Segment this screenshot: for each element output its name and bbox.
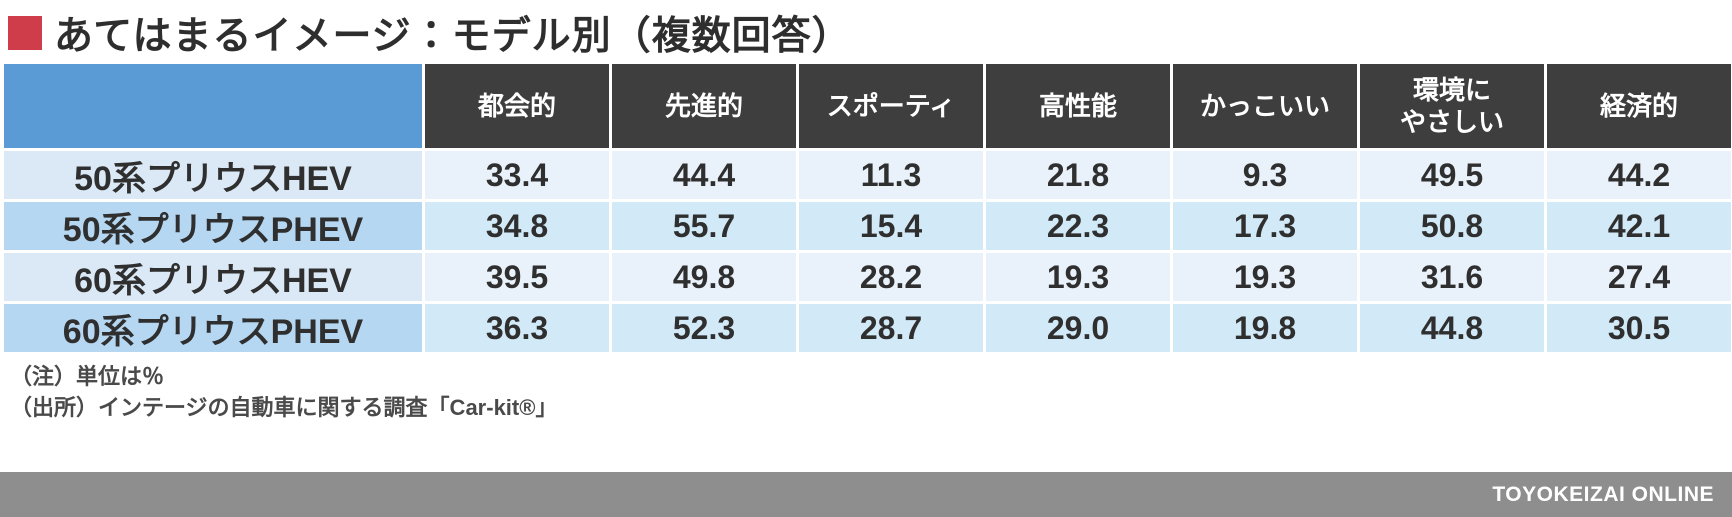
column-header-advanced: 先進的 <box>612 64 796 148</box>
brand-logo: TOYOKEIZAI ONLINE <box>1492 482 1714 506</box>
unit-note: （注）単位は％ <box>10 364 165 389</box>
title-bar: あてはまるイメージ：モデル別（複数回答） <box>0 0 1732 62</box>
table-cell: 33.4 <box>425 151 609 199</box>
table-cell: 36.3 <box>425 304 609 352</box>
row-label-50-hev: 50系プリウスHEV <box>4 151 422 199</box>
footer-bar: TOYOKEIZAI ONLINE <box>0 472 1732 517</box>
column-header-performance: 高性能 <box>986 64 1170 148</box>
table-cell: 22.3 <box>986 202 1170 250</box>
table-cell: 28.2 <box>799 253 983 301</box>
column-header-cool: かっこいい <box>1173 64 1357 148</box>
table-cell: 21.8 <box>986 151 1170 199</box>
table-cell: 17.3 <box>1173 202 1357 250</box>
table-cell: 30.5 <box>1547 304 1731 352</box>
table-cell: 44.8 <box>1360 304 1544 352</box>
table-cell: 42.1 <box>1547 202 1731 250</box>
column-header-economical: 経済的 <box>1547 64 1731 148</box>
table-cell: 29.0 <box>986 304 1170 352</box>
table-cell: 27.4 <box>1547 253 1731 301</box>
row-label-60-hev: 60系プリウスHEV <box>4 253 422 301</box>
table-cell: 49.8 <box>612 253 796 301</box>
table-cell: 9.3 <box>1173 151 1357 199</box>
table-cell: 19.3 <box>1173 253 1357 301</box>
table-corner-cell <box>4 64 422 148</box>
table-cell: 31.6 <box>1360 253 1544 301</box>
table-cell: 15.4 <box>799 202 983 250</box>
table-cell: 52.3 <box>612 304 796 352</box>
notes-block: （注）単位は％ （出所）インテージの自動車に関する調査「Car-kit®」 <box>0 352 1732 424</box>
table-cell: 34.8 <box>425 202 609 250</box>
page-title: あてはまるイメージ：モデル別（複数回答） <box>54 15 852 58</box>
table-cell: 11.3 <box>799 151 983 199</box>
image-table: 都会的 先進的 スポーティ 高性能 かっこいい 環境に やさしい 経済的 50系… <box>4 64 1731 352</box>
table-cell: 44.4 <box>612 151 796 199</box>
table-cell: 19.8 <box>1173 304 1357 352</box>
table-cell: 50.8 <box>1360 202 1544 250</box>
column-header-eco-friendly: 環境に やさしい <box>1360 64 1544 148</box>
row-label-50-phev: 50系プリウスPHEV <box>4 202 422 250</box>
source-note: （出所）インテージの自動車に関する調査「Car-kit®」 <box>10 394 558 420</box>
table-cell: 19.3 <box>986 253 1170 301</box>
table-cell: 39.5 <box>425 253 609 301</box>
row-label-60-phev: 60系プリウスPHEV <box>4 304 422 352</box>
table-cell: 28.7 <box>799 304 983 352</box>
red-square-bullet-icon <box>8 16 42 50</box>
column-header-urban: 都会的 <box>425 64 609 148</box>
table-cell: 44.2 <box>1547 151 1731 199</box>
table-cell: 55.7 <box>612 202 796 250</box>
column-header-sporty: スポーティ <box>799 64 983 148</box>
table-cell: 49.5 <box>1360 151 1544 199</box>
